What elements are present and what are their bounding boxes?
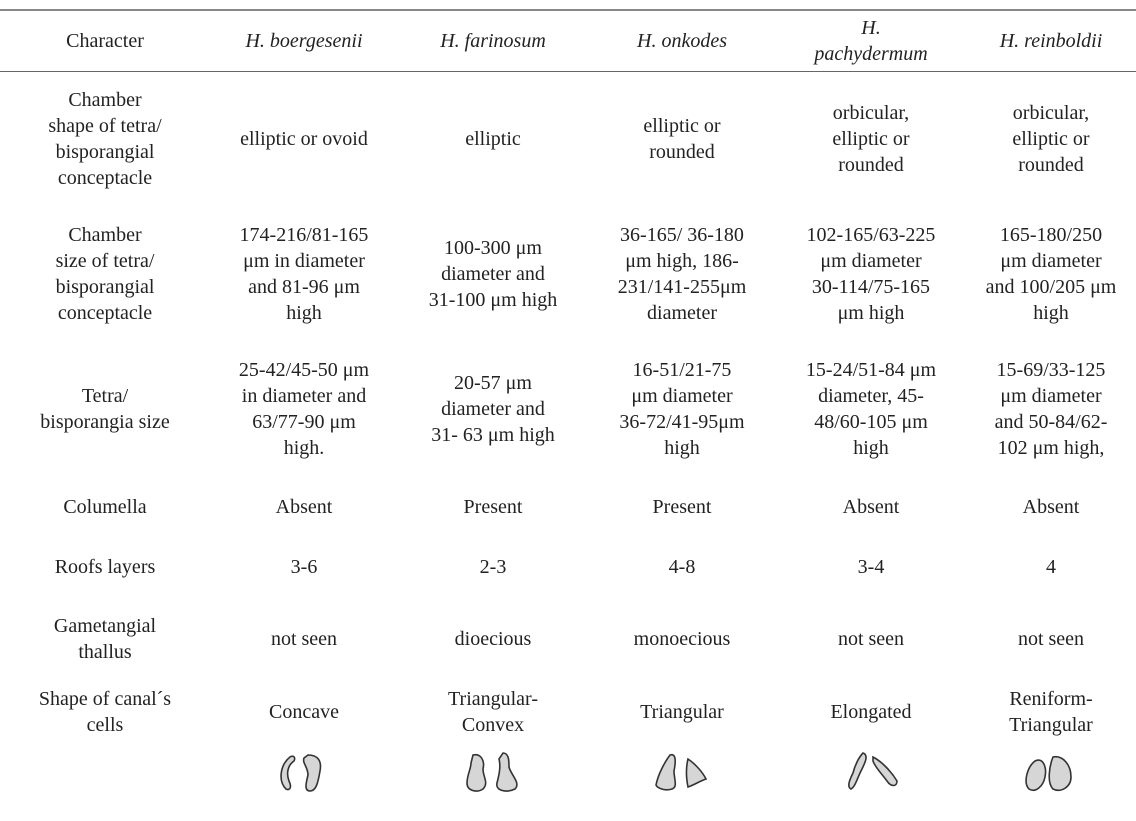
cell: 3-6	[290, 555, 318, 578]
cell: 4-8	[668, 555, 696, 578]
table-row: Columella Absent Present Present Absent Absen…	[0, 477, 1136, 537]
cell: orbicular, elliptic or rounded	[1012, 102, 1090, 177]
cell: 15-69/33-125 μm diameter and 50-84/62- 1…	[994, 359, 1108, 459]
illustration-cell	[210, 742, 398, 812]
canal-cell-drawing	[655, 753, 708, 791]
header-row: Character H. boergesenii H. farinosum H. on…	[0, 10, 1136, 72]
column-header: H. pachydermum	[776, 10, 966, 72]
cell: Elongated	[830, 700, 912, 723]
table-body: Chamber shape of tetra/ bisporangial con…	[0, 72, 1136, 812]
canal-cell-drawing	[848, 752, 898, 790]
table-row: Gametangial thallus not seen dioecious mono…	[0, 597, 1136, 682]
column-header: Character	[0, 10, 210, 72]
column-header: H. farinosum	[398, 10, 588, 72]
cell: Triangular- Convex	[448, 687, 538, 736]
cell: elliptic or ovoid	[240, 128, 368, 151]
column-header: H. onkodes	[588, 10, 776, 72]
cell: 174-216/81-165 μm in diameter and 81-96 …	[239, 224, 369, 324]
cell: Present	[652, 495, 712, 518]
cell: not seen	[1017, 628, 1085, 650]
cell: elliptic	[465, 128, 521, 151]
comparison-table: Character H. boergesenii H. farinosum H. on…	[0, 9, 1136, 812]
cell: 16-51/21-75 μm diameter 36-72/41-95μm hi…	[619, 359, 745, 459]
cell: orbicular, elliptic or rounded	[832, 102, 910, 177]
cell: Present	[463, 495, 523, 518]
cell: 3-4	[857, 555, 885, 578]
cell: Concave	[269, 700, 339, 723]
cell: 2-3	[479, 555, 507, 578]
canal-cell-drawing	[280, 754, 322, 792]
illustration-cell	[0, 742, 210, 812]
row-label: Columella	[63, 495, 147, 518]
cell: Absent	[1022, 495, 1080, 518]
row-label: Chamber size of tetra/ bisporangial conc…	[55, 224, 155, 324]
cell: Absent	[275, 495, 333, 518]
canal-cell-drawing	[1025, 755, 1072, 792]
cell: 25-42/45-50 μm in diameter and 63/77-90 …	[238, 359, 370, 459]
table-row: Shape of canal´s cells Concave Triangular-…	[0, 682, 1136, 742]
cell: 100-300 μm diameter and 31-100 μm high	[428, 237, 558, 311]
cell: not seen	[837, 628, 905, 650]
cell: 36-165/ 36-180 μm high, 186- 231/141-255…	[617, 224, 747, 324]
row-label: Gametangial thallus	[53, 615, 157, 663]
row-label: Tetra/ bisporangia size	[40, 385, 170, 433]
cell: dioecious	[454, 628, 532, 650]
canal-cell-drawing	[466, 752, 518, 792]
row-label: Roofs layers	[54, 555, 156, 578]
cell: Triangular	[640, 700, 724, 723]
table-row: Chamber shape of tetra/ bisporangial con…	[0, 72, 1136, 207]
illustration-cell	[588, 742, 776, 812]
cell: 20-57 μm diameter and 31- 63 μm high	[431, 372, 555, 446]
table-row: Roofs layers 3-6 2-3 4-8 3-4 4	[0, 537, 1136, 597]
cell: Reniform- Triangular	[1009, 687, 1093, 736]
cell: 15-24/51-84 μm diameter, 45- 48/60-105 μ…	[805, 359, 937, 459]
cell: 165-180/250 μm diameter and 100/205 μm h…	[985, 224, 1117, 324]
illustration-row	[0, 742, 1136, 812]
row-label: Chamber shape of tetra/ bisporangial con…	[48, 89, 162, 190]
cell: 102-165/63-225 μm diameter 30-114/75-165…	[806, 224, 936, 324]
column-header: H. boergesenii	[210, 10, 398, 72]
page: Character H. boergesenii H. farinosum H. on…	[0, 9, 1136, 821]
cell: monoecious	[633, 628, 731, 650]
table-row: Chamber size of tetra/ bisporangial conc…	[0, 207, 1136, 342]
cell: elliptic or rounded	[643, 115, 721, 164]
illustration-cell	[966, 742, 1136, 812]
illustration-cell	[776, 742, 966, 812]
table-row: Tetra/ bisporangia size 25-42/45-50 μm in…	[0, 342, 1136, 477]
cell: 4	[1046, 555, 1056, 578]
cell: Absent	[842, 495, 900, 518]
column-header: H. reinboldii	[966, 10, 1136, 72]
cell: not seen	[270, 628, 338, 650]
illustration-cell	[398, 742, 588, 812]
row-label: Shape of canal´s cells	[38, 687, 172, 736]
